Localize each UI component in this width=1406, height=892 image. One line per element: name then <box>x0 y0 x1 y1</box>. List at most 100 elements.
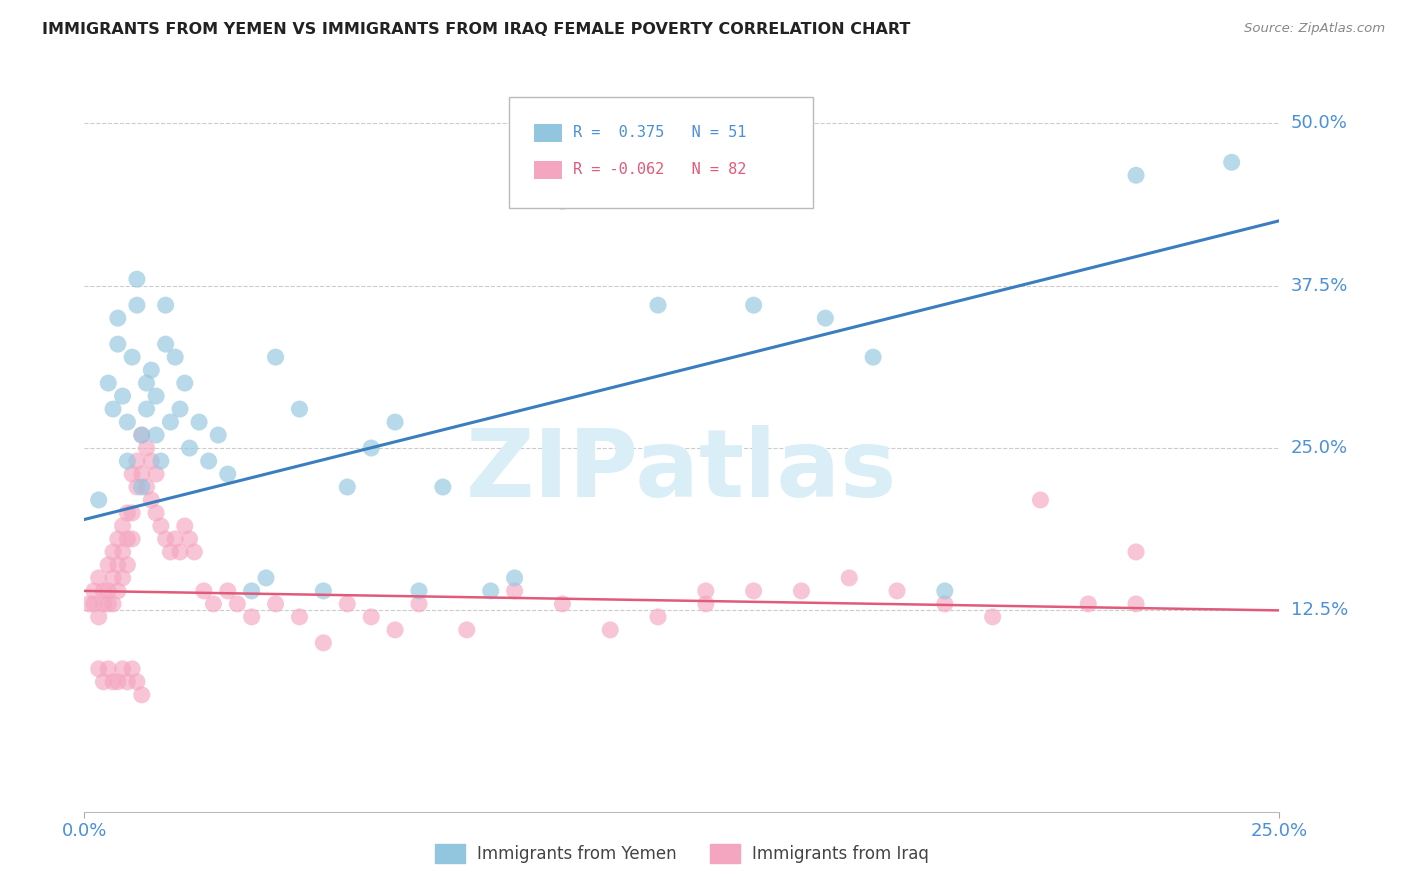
Point <box>87 662 110 676</box>
Text: 25.0%: 25.0% <box>1291 439 1348 457</box>
Point <box>145 506 167 520</box>
Point <box>155 532 177 546</box>
Point <box>503 583 526 598</box>
Point <box>141 454 163 468</box>
Point <box>135 441 157 455</box>
Point <box>193 583 215 598</box>
FancyBboxPatch shape <box>509 97 814 209</box>
Point <box>131 688 153 702</box>
Point <box>117 558 139 572</box>
Point <box>408 583 430 598</box>
Point <box>117 532 139 546</box>
Point <box>173 376 195 390</box>
Point <box>145 467 167 481</box>
Point <box>131 428 153 442</box>
Point <box>814 311 837 326</box>
FancyBboxPatch shape <box>534 124 562 142</box>
Point <box>479 583 502 598</box>
Point <box>742 583 765 598</box>
Point <box>87 493 110 508</box>
Point <box>1077 597 1099 611</box>
Point <box>125 298 148 312</box>
Point <box>141 493 163 508</box>
Point <box>551 597 574 611</box>
Point <box>155 298 177 312</box>
Point <box>77 597 100 611</box>
Point <box>125 272 148 286</box>
Point <box>1029 493 1052 508</box>
Point <box>599 623 621 637</box>
Point <box>336 480 359 494</box>
Point <box>101 571 124 585</box>
Text: 50.0%: 50.0% <box>1291 114 1347 132</box>
Text: 37.5%: 37.5% <box>1291 277 1348 294</box>
Point <box>117 415 139 429</box>
Point <box>254 571 277 585</box>
Point <box>131 467 153 481</box>
Point <box>141 363 163 377</box>
Point <box>695 583 717 598</box>
Point <box>97 583 120 598</box>
Point <box>145 389 167 403</box>
Point <box>101 597 124 611</box>
Point <box>288 610 311 624</box>
Point <box>111 389 134 403</box>
Point <box>121 506 143 520</box>
Point <box>179 441 201 455</box>
Point <box>149 454 172 468</box>
Point <box>217 467 239 481</box>
Point <box>183 545 205 559</box>
Point <box>121 467 143 481</box>
Point <box>934 583 956 598</box>
Point <box>886 583 908 598</box>
Point <box>107 674 129 689</box>
Point <box>456 623 478 637</box>
Point <box>107 558 129 572</box>
Point <box>384 623 406 637</box>
Point <box>117 454 139 468</box>
Point <box>135 402 157 417</box>
Point <box>790 583 813 598</box>
Point <box>97 662 120 676</box>
Point <box>135 480 157 494</box>
Point <box>1220 155 1243 169</box>
Point <box>83 583 105 598</box>
Point <box>125 674 148 689</box>
Point <box>838 571 860 585</box>
Text: 12.5%: 12.5% <box>1291 601 1348 619</box>
Point <box>131 428 153 442</box>
Point <box>101 402 124 417</box>
Point <box>1125 168 1147 182</box>
Point <box>1125 545 1147 559</box>
Point <box>121 662 143 676</box>
Text: R =  0.375   N = 51: R = 0.375 N = 51 <box>574 125 747 140</box>
Point <box>360 441 382 455</box>
Point <box>155 337 177 351</box>
Point <box>87 610 110 624</box>
Point <box>149 519 172 533</box>
Point <box>121 532 143 546</box>
Point <box>145 428 167 442</box>
Point <box>111 571 134 585</box>
Point <box>131 480 153 494</box>
Point <box>93 674 115 689</box>
Point <box>188 415 211 429</box>
Point <box>981 610 1004 624</box>
Point <box>135 376 157 390</box>
Point <box>647 298 669 312</box>
Text: Source: ZipAtlas.com: Source: ZipAtlas.com <box>1244 22 1385 36</box>
Point <box>647 610 669 624</box>
Point <box>165 532 187 546</box>
Point <box>226 597 249 611</box>
Point <box>197 454 219 468</box>
Point <box>111 662 134 676</box>
Point <box>503 571 526 585</box>
Point <box>93 597 115 611</box>
Point <box>179 532 201 546</box>
Point <box>169 402 191 417</box>
Text: R = -0.062   N = 82: R = -0.062 N = 82 <box>574 162 747 178</box>
Point <box>288 402 311 417</box>
Point <box>93 583 115 598</box>
Point <box>107 337 129 351</box>
Point <box>159 415 181 429</box>
